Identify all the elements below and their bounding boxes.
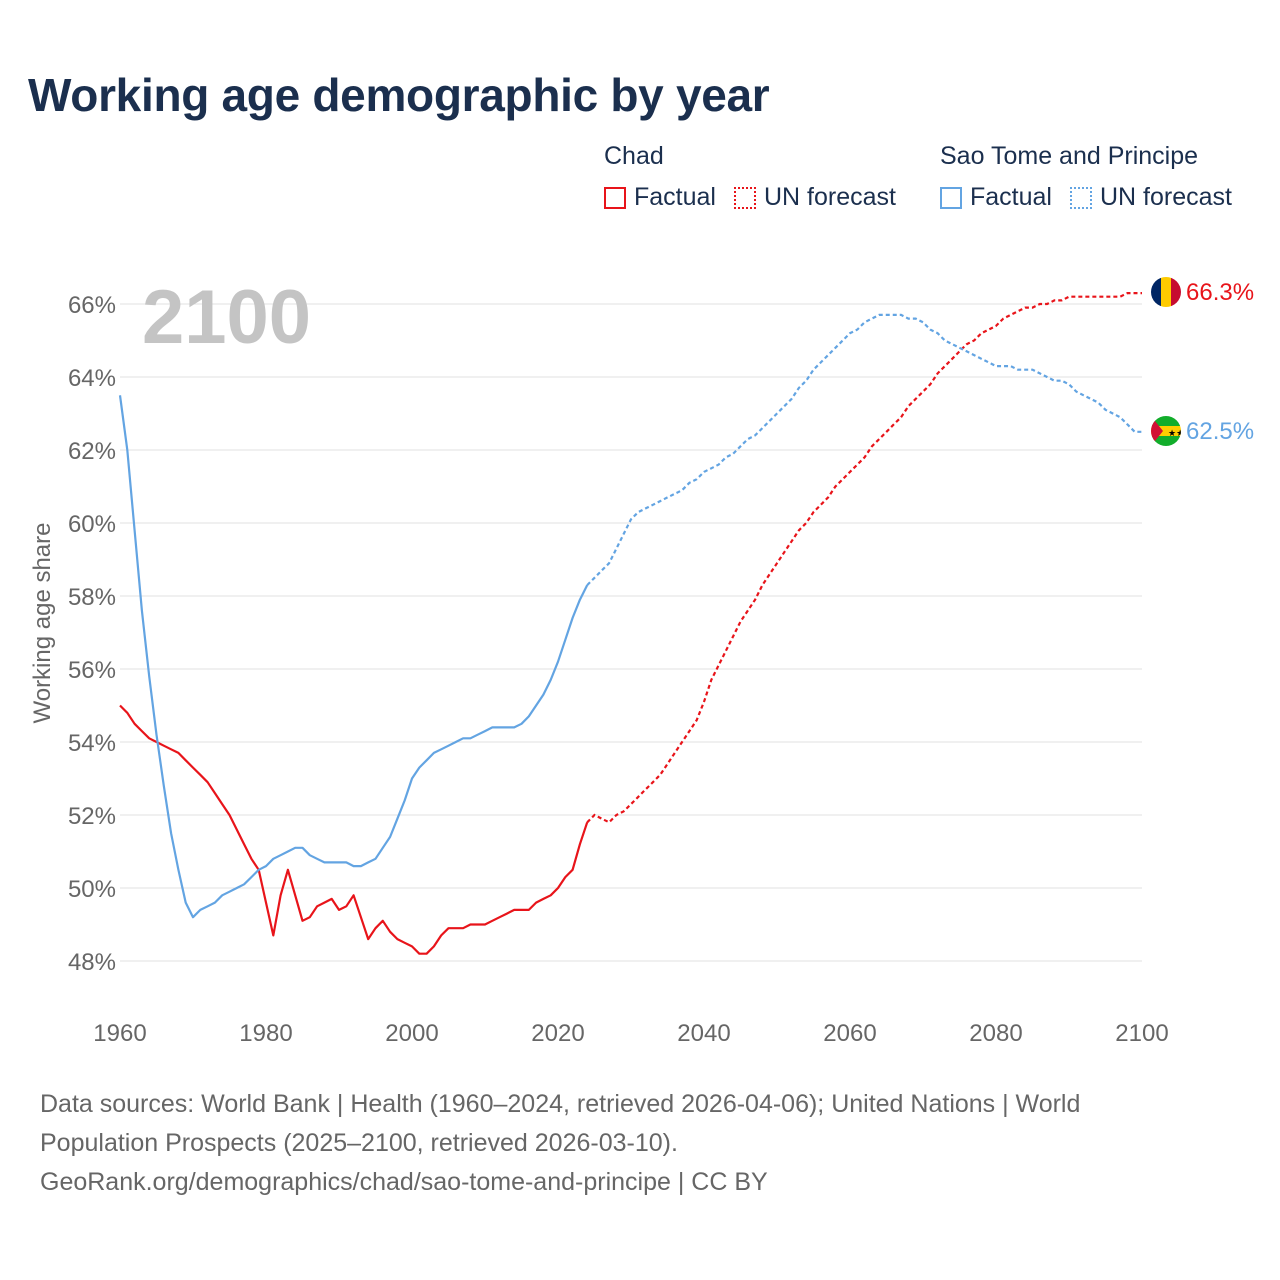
series-line-chad-forecast (586, 292, 1142, 824)
y-tick-label: 52% (68, 803, 116, 830)
legend-sao-tome-forecast[interactable]: UN forecast (1069, 183, 1232, 212)
y-tick-label: 60% (68, 511, 116, 538)
y-tick-label: 62% (68, 438, 116, 465)
x-tick-label: 2080 (969, 1020, 1022, 1047)
x-axis: 1960 1980 2000 2020 2040 2060 2080 2100 (93, 1020, 1168, 1047)
footer-line: GeoRank.org/demographics/chad/sao-tome-a… (40, 1168, 768, 1196)
gridlines (120, 303, 1142, 962)
year-watermark: 2100 (142, 275, 311, 360)
y-axis-label: Working age share (29, 523, 56, 724)
legend-country-chad: Chad (604, 142, 664, 170)
y-axis: 48% 50% 52% 54% 56% 58% 60% 62% 64% 66% (68, 292, 116, 976)
y-tick-label: 48% (68, 949, 116, 976)
y-tick-label: 50% (68, 876, 116, 903)
series-line-sao-tome-and-principe-forecast (586, 313, 1142, 586)
x-tick-label: 2020 (531, 1020, 584, 1047)
x-tick-label: 2060 (823, 1020, 876, 1047)
legend-swatch-solid-icon (940, 186, 962, 209)
y-tick-label: 64% (68, 365, 116, 392)
legend-label: Factual (634, 183, 716, 211)
line-chart: 2100 48% 50% 52% 54% 56% 58% 60% 62% 64% 66% 1960… (29, 275, 1254, 1047)
x-tick-label: 1960 (93, 1020, 146, 1047)
x-tick-label: 2000 (385, 1020, 438, 1047)
sao-tome-flag-icon: ★★ (1151, 416, 1184, 446)
legend-label: UN forecast (1099, 183, 1232, 211)
legend-swatch-dotted-icon (733, 186, 756, 209)
legend-sao-tome-factual[interactable]: Factual (940, 183, 1052, 212)
footer-line: Population Prospects (2025–2100, retriev… (40, 1129, 678, 1157)
x-tick-label: 2040 (677, 1020, 730, 1047)
chart-title: Working age demographic by year (28, 69, 770, 121)
y-tick-label: 54% (68, 730, 116, 757)
legend-chad: Chad Factual UN forecast (604, 142, 914, 212)
y-tick-label: 58% (68, 584, 116, 611)
footer-sources: Data sources: World Bank | Health (1960–… (40, 1085, 1160, 1202)
end-value-label: 62.5% (1186, 418, 1254, 445)
y-tick-label: 66% (68, 292, 116, 319)
series-line-sao-tome-and-principe-factual (118, 395, 589, 919)
legend-swatch-solid-icon (604, 186, 626, 209)
legend-chad-factual[interactable]: Factual (604, 183, 716, 212)
legend-sao-tome: Sao Tome and Principe Factual UN forecas… (940, 142, 1250, 212)
legend-swatch-dotted-icon (1069, 186, 1092, 209)
end-value-label: 66.3% (1186, 279, 1254, 306)
chad-flag-icon (1151, 277, 1181, 307)
legend-label: Factual (970, 183, 1052, 211)
svg-text:★★: ★★ (1168, 428, 1184, 438)
legend-country-sao-tome: Sao Tome and Principe (940, 142, 1199, 170)
series-group (118, 292, 1142, 955)
x-tick-label: 2100 (1115, 1020, 1168, 1047)
y-tick-label: 56% (68, 657, 116, 684)
legend-label: UN forecast (763, 183, 896, 211)
footer-line: Data sources: World Bank | Health (1960–… (40, 1090, 1081, 1118)
series-line-chad-factual (119, 704, 589, 955)
end-labels: 66.3% 62.5% (1186, 279, 1254, 445)
legend-chad-forecast[interactable]: UN forecast (733, 183, 896, 212)
x-tick-label: 1980 (239, 1020, 292, 1047)
